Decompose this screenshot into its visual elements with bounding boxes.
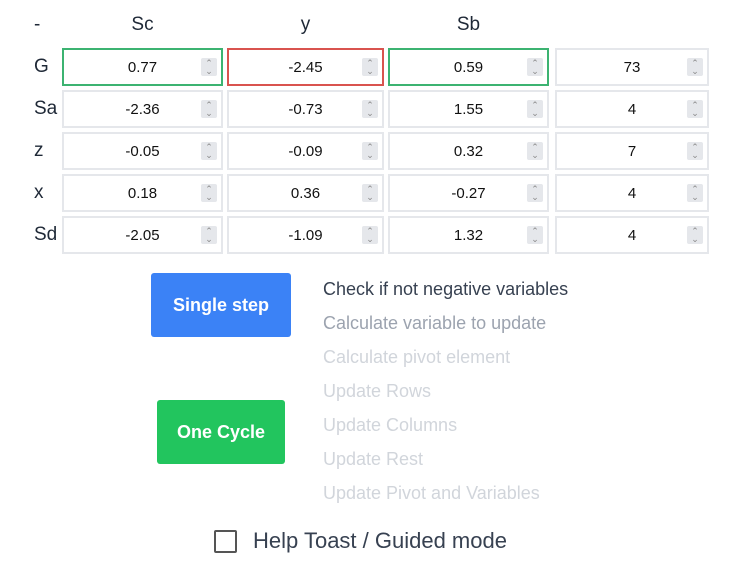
spinner-icon[interactable]: ⌃ ⌄ bbox=[362, 100, 378, 118]
corner-label: - bbox=[34, 14, 41, 35]
step-item: Update Rest bbox=[323, 449, 424, 469]
column-header: Sc bbox=[131, 14, 154, 35]
number-input[interactable]: 0.36 ⌃ ⌄ bbox=[227, 174, 384, 212]
number-input[interactable]: -2.05 ⌃ ⌄ bbox=[62, 216, 223, 254]
number-input[interactable]: -0.09 ⌃ ⌄ bbox=[227, 132, 384, 170]
number-input[interactable]: -0.27 ⌃ ⌄ bbox=[388, 174, 549, 212]
spinner-icon[interactable]: ⌃ ⌄ bbox=[201, 58, 217, 76]
step-item: Update Columns bbox=[323, 415, 458, 435]
cell-value: 0.77 bbox=[127, 58, 158, 76]
spinner-icon[interactable]: ⌃ ⌄ bbox=[687, 58, 703, 76]
cell-value: -2.45 bbox=[288, 58, 323, 76]
spinner-icon[interactable]: ⌃ ⌄ bbox=[687, 226, 703, 244]
cell-value: 73 bbox=[623, 58, 641, 76]
number-input[interactable]: 7 ⌃ ⌄ bbox=[555, 132, 709, 170]
row-label: x bbox=[34, 182, 44, 203]
row-label: G bbox=[34, 56, 49, 77]
spinner-icon[interactable]: ⌃ ⌄ bbox=[527, 226, 543, 244]
number-input[interactable]: 4 ⌃ ⌄ bbox=[555, 174, 709, 212]
column-header: Sb bbox=[456, 14, 481, 35]
cell-value: -0.05 bbox=[125, 142, 160, 160]
number-input[interactable]: 1.32 ⌃ ⌄ bbox=[388, 216, 549, 254]
cell-value: 1.55 bbox=[453, 100, 484, 118]
spinner-icon[interactable]: ⌃ ⌄ bbox=[527, 142, 543, 160]
cell-value: 0.59 bbox=[453, 58, 484, 76]
step-item: Calculate pivot element bbox=[323, 347, 511, 367]
number-input[interactable]: 0.77 ⌃ ⌄ bbox=[62, 48, 223, 86]
cell-value: 0.32 bbox=[453, 142, 484, 160]
cell-value: -0.73 bbox=[288, 100, 323, 118]
cell-value: -0.09 bbox=[288, 142, 323, 160]
spinner-icon[interactable]: ⌃ ⌄ bbox=[362, 226, 378, 244]
number-input[interactable]: 1.55 ⌃ ⌄ bbox=[388, 90, 549, 128]
number-input[interactable]: 4 ⌃ ⌄ bbox=[555, 216, 709, 254]
spinner-icon[interactable]: ⌃ ⌄ bbox=[201, 226, 217, 244]
step-item: Update Rows bbox=[323, 381, 432, 401]
cell-value: 4 bbox=[627, 100, 637, 118]
cell-value: -2.05 bbox=[125, 226, 160, 244]
step-item: Check if not negative variables bbox=[323, 279, 569, 299]
spinner-icon[interactable]: ⌃ ⌄ bbox=[362, 142, 378, 160]
cell-value: -2.36 bbox=[125, 100, 160, 118]
single-step-button[interactable]: Single step bbox=[151, 273, 291, 337]
spinner-icon[interactable]: ⌃ ⌄ bbox=[687, 184, 703, 202]
spinner-icon[interactable]: ⌃ ⌄ bbox=[687, 142, 703, 160]
step-item: Calculate variable to update bbox=[323, 313, 547, 333]
spinner-icon[interactable]: ⌃ ⌄ bbox=[687, 100, 703, 118]
help-checkbox[interactable] bbox=[214, 530, 237, 553]
cell-value: 0.18 bbox=[127, 184, 158, 202]
spinner-icon[interactable]: ⌃ ⌄ bbox=[527, 100, 543, 118]
number-input[interactable]: 0.18 ⌃ ⌄ bbox=[62, 174, 223, 212]
spinner-icon[interactable]: ⌃ ⌄ bbox=[201, 100, 217, 118]
cell-value: 0.36 bbox=[290, 184, 321, 202]
row-label: Sd bbox=[34, 224, 58, 245]
number-input[interactable]: -2.36 ⌃ ⌄ bbox=[62, 90, 223, 128]
spinner-icon[interactable]: ⌃ ⌄ bbox=[201, 142, 217, 160]
cell-value: 4 bbox=[627, 184, 637, 202]
help-label: Help Toast / Guided mode bbox=[253, 528, 507, 553]
spinner-icon[interactable]: ⌃ ⌄ bbox=[527, 184, 543, 202]
number-input[interactable]: -2.45 ⌃ ⌄ bbox=[227, 48, 384, 86]
number-input[interactable]: -1.09 ⌃ ⌄ bbox=[227, 216, 384, 254]
number-input[interactable]: -0.73 ⌃ ⌄ bbox=[227, 90, 384, 128]
number-input[interactable]: 73 ⌃ ⌄ bbox=[555, 48, 709, 86]
row-label: Sa bbox=[34, 98, 58, 119]
spinner-icon[interactable]: ⌃ ⌄ bbox=[201, 184, 217, 202]
one-cycle-button[interactable]: One Cycle bbox=[157, 400, 285, 464]
cell-value: 1.32 bbox=[453, 226, 484, 244]
row-label: z bbox=[34, 140, 44, 161]
cell-value: 7 bbox=[627, 142, 637, 160]
number-input[interactable]: 0.32 ⌃ ⌄ bbox=[388, 132, 549, 170]
spinner-icon[interactable]: ⌃ ⌄ bbox=[362, 58, 378, 76]
cell-value: -1.09 bbox=[288, 226, 323, 244]
number-input[interactable]: 4 ⌃ ⌄ bbox=[555, 90, 709, 128]
spinner-icon[interactable]: ⌃ ⌄ bbox=[362, 184, 378, 202]
number-input[interactable]: 0.59 ⌃ ⌄ bbox=[388, 48, 549, 86]
number-input[interactable]: -0.05 ⌃ ⌄ bbox=[62, 132, 223, 170]
cell-value: -0.27 bbox=[451, 184, 486, 202]
step-item: Update Pivot and Variables bbox=[323, 483, 540, 503]
spinner-icon[interactable]: ⌃ ⌄ bbox=[527, 58, 543, 76]
column-header: y bbox=[300, 14, 311, 35]
cell-value: 4 bbox=[627, 226, 637, 244]
